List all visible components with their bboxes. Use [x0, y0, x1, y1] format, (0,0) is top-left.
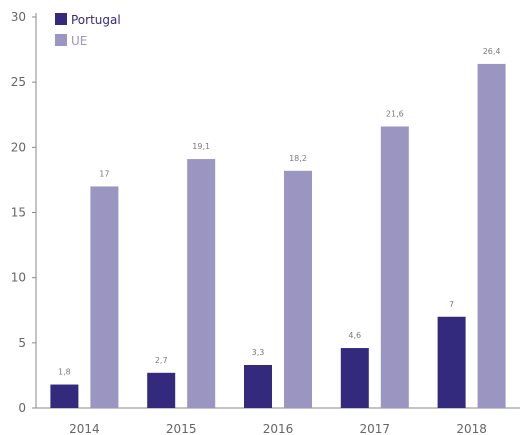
bar-portugal-2014: [50, 384, 79, 408]
bar-ue-2016: [284, 170, 312, 408]
data-label-ue-2017: 21,6: [386, 109, 404, 118]
data-label-ue-2016: 18,2: [289, 154, 307, 163]
x-axis: 2014 2015 2016 2017 2018: [36, 407, 520, 435]
y-tick-label: 0: [18, 401, 26, 415]
legend-label-ue: UE: [71, 34, 87, 48]
data-label-ue-2014: 17: [99, 169, 109, 178]
legend-swatch-ue: [55, 34, 67, 46]
data-label-portugal-2017: 4,6: [348, 331, 361, 340]
y-tick-label: 20: [11, 140, 26, 154]
bar-portugal-2015: [147, 372, 176, 408]
legend-label-portugal: Portugal: [71, 13, 121, 27]
y-tick-label: 25: [11, 75, 26, 89]
y-tick-label: 30: [11, 10, 26, 24]
y-tick-label: 10: [11, 271, 26, 285]
data-label-ue-2018: 26,4: [483, 47, 501, 56]
bar-ue-2018: [477, 63, 506, 409]
x-tick-label: 2014: [69, 422, 100, 435]
y-tick-label: 15: [11, 206, 26, 220]
y-axis: 0 5 10 15 20 25 30: [11, 10, 37, 415]
y-tick-label: 5: [18, 336, 26, 350]
x-tick-label: 2018: [456, 422, 487, 435]
bar-portugal-2016: [244, 364, 272, 408]
bar-ue-2017: [380, 126, 409, 408]
legend-swatch-portugal: [55, 13, 67, 25]
bars: [50, 63, 506, 409]
bar-ue-2014: [90, 186, 119, 408]
data-label-portugal-2016: 3,3: [252, 348, 265, 357]
legend: Portugal UE: [55, 13, 121, 48]
data-label-ue-2015: 19,1: [192, 142, 210, 151]
data-label-portugal-2018: 7: [449, 300, 454, 309]
bar-portugal-2018: [437, 316, 466, 408]
x-tick-label: 2016: [263, 422, 294, 435]
bar-portugal-2017: [340, 348, 369, 408]
bar-ue-2015: [187, 159, 216, 408]
data-label-portugal-2015: 2,7: [155, 356, 168, 365]
x-tick-label: 2017: [360, 422, 391, 435]
x-tick-label: 2015: [166, 422, 197, 435]
data-labels: 1,8 17 2,7 19,1 3,3 18,2 4,6 21,6 7 26,4: [58, 47, 500, 377]
data-label-portugal-2014: 1,8: [58, 368, 71, 377]
